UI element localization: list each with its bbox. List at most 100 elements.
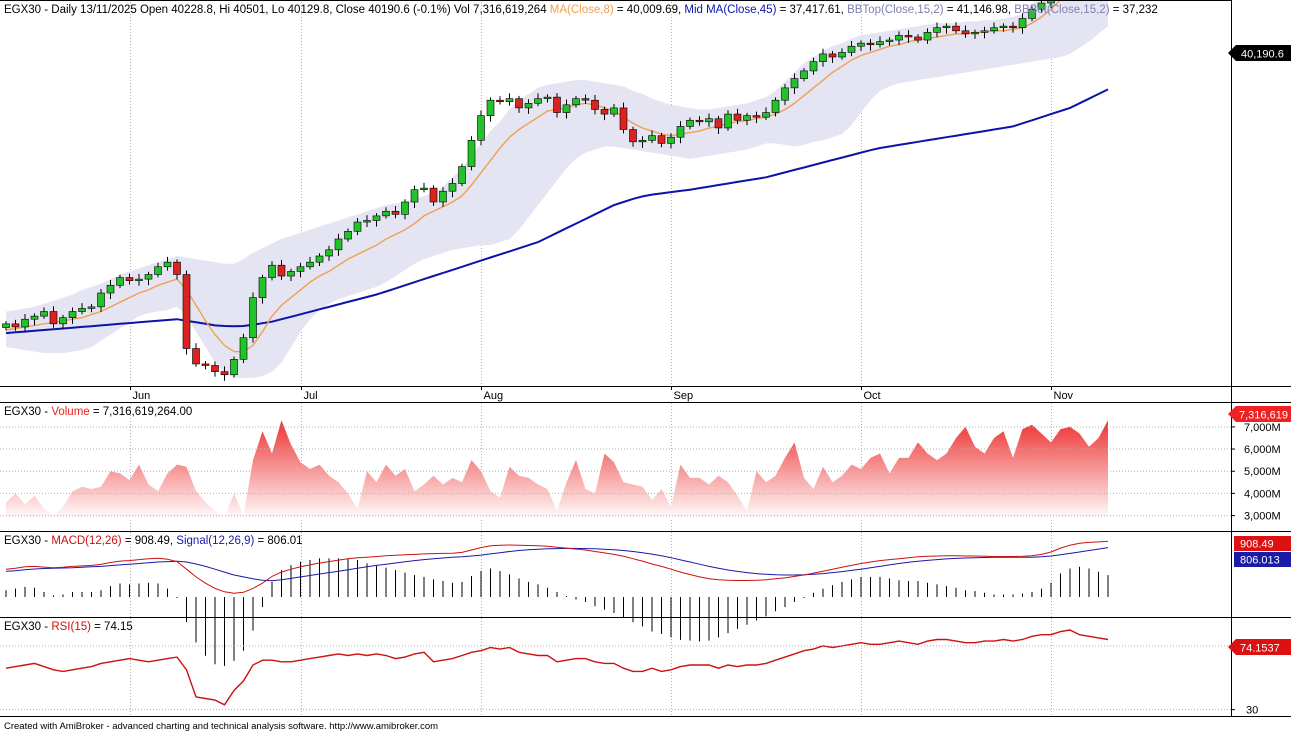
signal-line bbox=[5, 547, 1109, 582]
volume-tick-label: 5,000M bbox=[1244, 466, 1281, 478]
candle-up bbox=[876, 41, 884, 45]
candle-up bbox=[363, 220, 371, 223]
candle-up bbox=[306, 261, 314, 268]
candle-down bbox=[429, 187, 438, 203]
candle-up bbox=[942, 25, 951, 29]
candle-up bbox=[800, 70, 808, 79]
candle-up bbox=[144, 274, 153, 280]
candle-down bbox=[961, 30, 970, 35]
candle-up bbox=[353, 221, 362, 232]
rsi-tick-label: 30 bbox=[1246, 705, 1258, 717]
candle-up bbox=[315, 255, 324, 263]
candle-down bbox=[904, 35, 913, 38]
signal-last-label: 806.013 bbox=[1240, 555, 1280, 567]
candle-up bbox=[781, 87, 789, 101]
candle-down bbox=[952, 25, 960, 32]
footer-credit: Created with AmiBroker - advanced charti… bbox=[4, 721, 438, 732]
candle-up bbox=[21, 318, 29, 328]
candle-down bbox=[553, 96, 561, 113]
volume-tick-label: 4,000M bbox=[1244, 488, 1281, 500]
month-label: Jun bbox=[133, 390, 151, 402]
price-value-tag: 40,190.6 bbox=[1228, 45, 1291, 61]
candle-up bbox=[885, 39, 894, 42]
candle-up bbox=[40, 311, 48, 317]
macd-line bbox=[5, 540, 1109, 594]
month-label: Oct bbox=[864, 390, 881, 402]
macd-last-label: 908.49 bbox=[1240, 539, 1274, 551]
candle-up bbox=[372, 215, 381, 221]
candle-up bbox=[410, 189, 419, 203]
candle-down bbox=[914, 36, 922, 41]
candle-up bbox=[296, 266, 305, 272]
candle-up bbox=[477, 115, 485, 141]
candle-down bbox=[714, 118, 723, 129]
candle-down bbox=[752, 115, 761, 118]
candle-up bbox=[458, 166, 466, 184]
candle-up bbox=[743, 115, 751, 121]
candle-up bbox=[724, 113, 732, 129]
candle-down bbox=[1009, 25, 1017, 29]
candle-up bbox=[610, 107, 618, 115]
candle-up bbox=[287, 271, 295, 277]
candle-down bbox=[619, 107, 628, 130]
candle-up bbox=[971, 32, 979, 35]
macd-histogram bbox=[5, 558, 1109, 666]
rsi-line bbox=[5, 629, 1109, 706]
candle-down bbox=[173, 261, 181, 275]
macd-header: EGX30 - MACD(12,26) = 908.49, Signal(12,… bbox=[4, 535, 303, 547]
candle-up bbox=[534, 98, 542, 104]
candle-up bbox=[999, 25, 1008, 29]
candle-down bbox=[211, 365, 219, 372]
volume-header: EGX30 - Volume = 7,316,619,264.00 bbox=[4, 406, 192, 418]
candle-up bbox=[667, 136, 675, 144]
month-label: Aug bbox=[484, 390, 504, 402]
rsi-value-tag: 74.1537 bbox=[1228, 639, 1291, 655]
candle-up bbox=[344, 231, 352, 240]
volume-tick-label: 3,000M bbox=[1244, 511, 1281, 523]
candle-up bbox=[448, 183, 457, 192]
macd-panel[interactable] bbox=[5, 540, 1109, 666]
candle-up bbox=[705, 118, 713, 123]
candle-up bbox=[87, 306, 96, 309]
candle-up bbox=[163, 261, 172, 268]
candle-up bbox=[686, 119, 694, 127]
candle-down bbox=[591, 99, 599, 110]
candle-down bbox=[581, 98, 590, 101]
candle-up bbox=[819, 53, 827, 62]
candle-up bbox=[258, 277, 267, 298]
candle-down bbox=[866, 42, 875, 45]
candle-up bbox=[135, 278, 143, 281]
volume-area bbox=[6, 420, 1108, 520]
candle-down bbox=[11, 323, 20, 328]
volume-tick-label: 7,000M bbox=[1244, 422, 1281, 434]
volume-axis: 3,000M 4,000M 5,000M 6,000M 7,000M bbox=[0, 422, 1281, 523]
candle-down bbox=[201, 363, 210, 366]
candle-up bbox=[68, 311, 77, 318]
volume-panel[interactable]: 3,000M 4,000M 5,000M 6,000M 7,000M bbox=[0, 420, 1281, 523]
candle-up bbox=[2, 323, 10, 328]
volume-last-label: 7,316,619 bbox=[1239, 410, 1288, 422]
candle-down bbox=[600, 109, 609, 115]
macd-value-tags: 908.49 806.013 bbox=[1234, 536, 1291, 567]
candle-up bbox=[933, 27, 941, 33]
price-panel[interactable] bbox=[2, 0, 1112, 381]
candle-up bbox=[1047, 0, 1055, 4]
candle-up bbox=[401, 201, 409, 215]
candle-down bbox=[629, 129, 637, 143]
candle-up bbox=[106, 284, 115, 294]
candle-up bbox=[97, 292, 105, 308]
candle-up bbox=[439, 190, 447, 203]
candle-up bbox=[230, 359, 238, 376]
candle-up bbox=[486, 99, 495, 116]
candle-up bbox=[543, 96, 552, 99]
candle-down bbox=[49, 311, 58, 325]
candle-down bbox=[657, 135, 666, 144]
rsi-header: EGX30 - RSI(15) = 74.15 bbox=[4, 621, 133, 633]
candle-up bbox=[790, 78, 799, 89]
month-label: Sep bbox=[674, 390, 694, 402]
candle-down bbox=[515, 98, 523, 109]
candle-down bbox=[391, 210, 400, 215]
month-label: Jul bbox=[304, 390, 318, 402]
